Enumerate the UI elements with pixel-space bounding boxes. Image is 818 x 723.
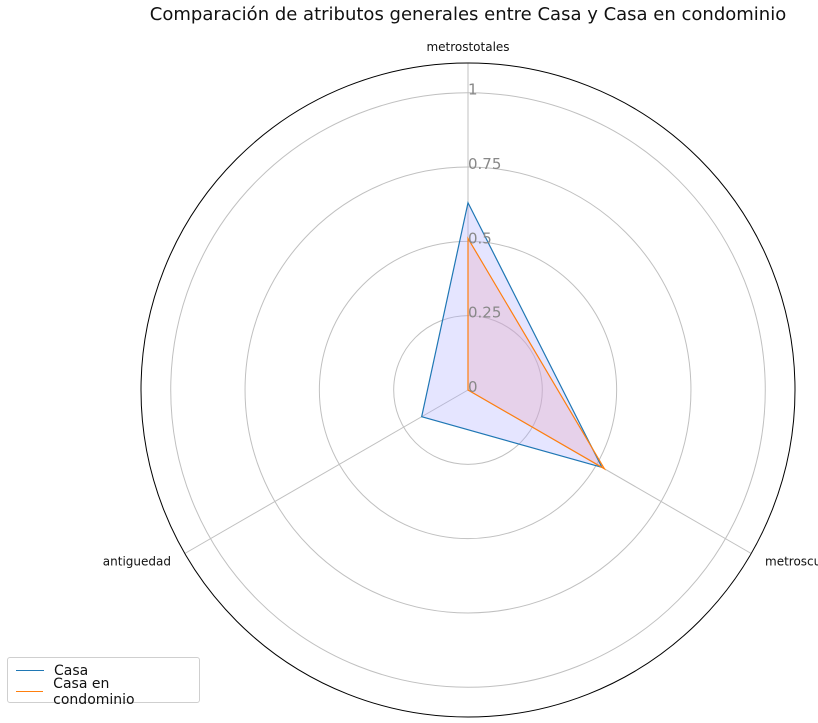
legend-label-casa-en-condominio: Casa en condominio [53, 675, 135, 708]
axis-label-antiguedad: antiguedad [103, 555, 171, 569]
axis-label-metrostotales: metrostotales [426, 40, 509, 54]
radial-tick-label: 0.5 [468, 229, 492, 247]
radial-tick-label: 0.25 [468, 304, 501, 322]
radar-grid [140, 62, 796, 718]
legend: Casa Casa en condominio [7, 657, 200, 708]
radial-tick-label: 0 [468, 378, 478, 396]
series-lines [420, 200, 607, 471]
legend-item-casa-en-condominio: Casa en condominio [16, 676, 191, 708]
legend-swatch-casa-en-condominio [16, 691, 44, 692]
radial-tick-label: 1 [468, 81, 478, 99]
outer-frame [140, 62, 796, 718]
series-line-1 [467, 236, 607, 471]
series-line-0 [420, 200, 604, 469]
legend-item-casa: Casa [16, 660, 191, 681]
axis-label-metroscubiertos: metroscubiertos [765, 555, 818, 569]
chart-title: Comparación de atributos generales entre… [149, 4, 787, 25]
legend-swatch-casa [16, 670, 44, 671]
legend-label-casa: Casa [54, 662, 89, 679]
series-fill-0 [421, 202, 602, 468]
radial-tick-labels: 0 0.25 0.5 0.75 1 [468, 81, 501, 396]
axis-labels: metrostotales metroscubiertos antiguedad [103, 40, 818, 569]
radial-tick-label: 0.75 [468, 155, 501, 173]
axis-spoke [184, 389, 469, 554]
